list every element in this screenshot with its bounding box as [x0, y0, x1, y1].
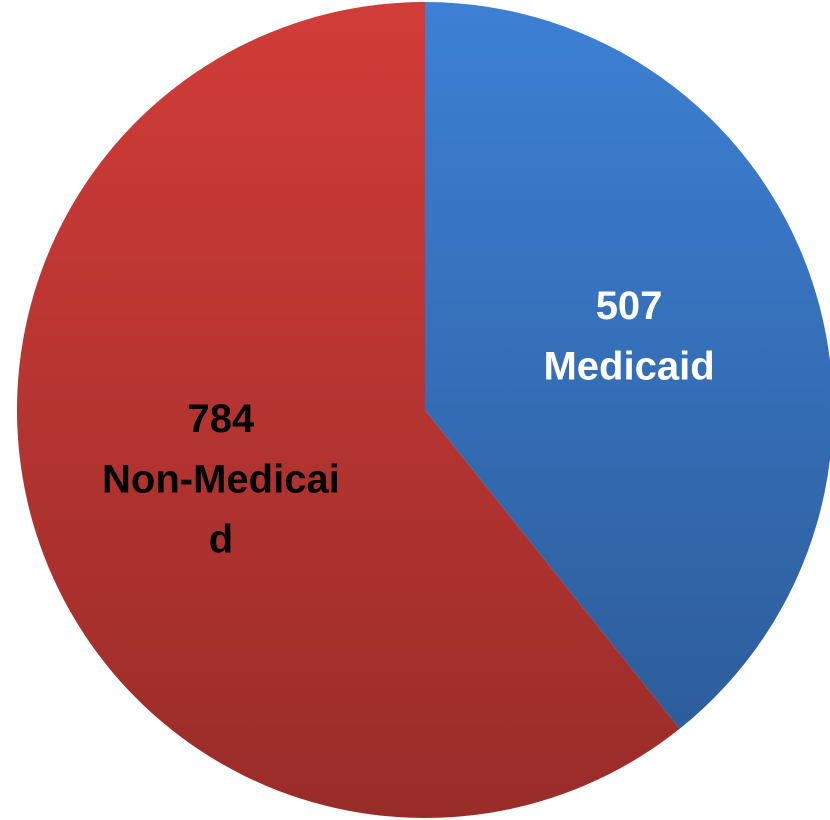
value-label: 507: [596, 284, 663, 328]
category-label: Medicaid: [543, 344, 714, 388]
pie-slice: [16, 2, 680, 818]
value-label: 784: [188, 397, 255, 441]
category-label: Non-Medicai d: [102, 457, 340, 561]
pie-slice: [425, 2, 830, 729]
